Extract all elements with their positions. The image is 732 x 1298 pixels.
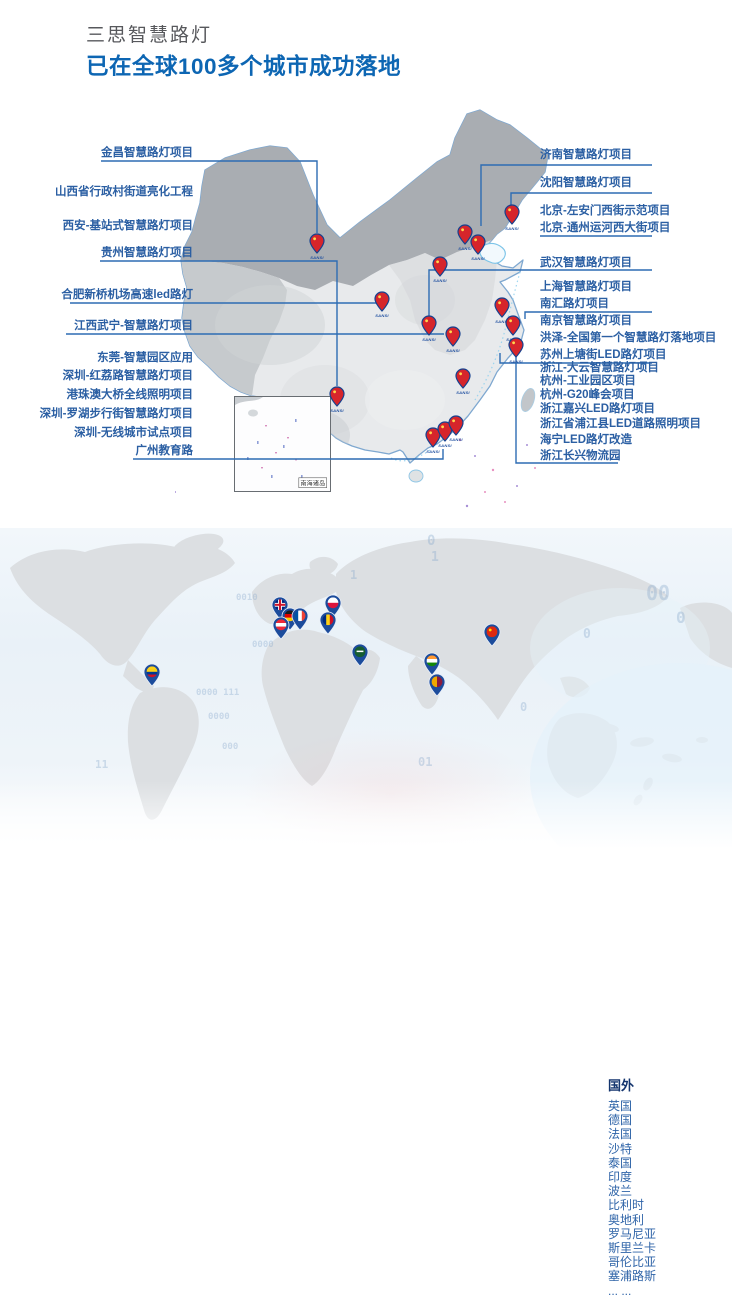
country-item: 哥伦比亚 bbox=[608, 1255, 657, 1270]
country-item: 英国 bbox=[608, 1099, 633, 1113]
project-label: 西安-基站式智慧路灯项目 bbox=[62, 220, 193, 232]
location-pin-icon: SANSI bbox=[504, 204, 520, 231]
france-flag-pin-icon bbox=[291, 607, 309, 631]
brand-title: 三思智慧路灯 bbox=[86, 25, 213, 46]
project-label: 杭州-G20峰会项目 bbox=[540, 389, 635, 401]
country-items: 英国 德国 法国 沙特 泰国 印度 波兰 比利时 奥地利 罗马尼亚 斯里兰卡 哥伦比亚 塞浦路斯... … bbox=[608, 1099, 656, 1298]
project-label: 武汉智慧路灯项目 bbox=[540, 257, 632, 269]
project-label: 深圳-无线城市试点项目 bbox=[74, 427, 193, 439]
pin-caption: SANSI bbox=[310, 255, 324, 260]
project-label: 深圳-红荔路智慧路灯项目 bbox=[62, 370, 193, 382]
project-label: 沈阳智慧路灯项目 bbox=[540, 177, 632, 189]
pin-caption: SANSI bbox=[449, 437, 463, 442]
pin-caption: SANSI bbox=[458, 246, 472, 251]
country-item: 印度 bbox=[608, 1170, 633, 1185]
location-pin-icon: SANSI bbox=[494, 297, 510, 324]
romania-flag-pin-icon bbox=[319, 611, 337, 635]
project-label: 合肥新桥机场高速led路灯 bbox=[61, 289, 193, 301]
project-label: 海宁LED路灯改造 bbox=[540, 434, 632, 446]
project-label: 浙江长兴物流园 bbox=[540, 450, 621, 462]
project-label: 港珠澳大桥全线照明项目 bbox=[66, 389, 194, 401]
pin-caption: SANSI bbox=[422, 337, 436, 342]
pin-caption: SANSI bbox=[438, 443, 452, 448]
country-item: 沙特 bbox=[608, 1141, 633, 1156]
project-label: 贵州智慧路灯项目 bbox=[101, 247, 193, 259]
pin-caption: SANSI bbox=[456, 390, 470, 395]
project-labels-right: 济南智慧路灯项目 沈阳智慧路灯项目北京-左安门西街示范项目 北京-通州运河西大街项目… bbox=[0, 0, 732, 530]
pin-caption: SANSI bbox=[446, 348, 460, 353]
page-title: 已在全球100多个城市成功落地 bbox=[86, 54, 402, 79]
china-map-section: 南海诸岛 SANSI SANSI SANSI SANSI SANSI SANSI SANSI… bbox=[0, 0, 732, 530]
china-flag-pin-icon bbox=[483, 623, 501, 647]
pin-caption: SANSI bbox=[375, 313, 389, 318]
location-pin-icon: SANSI bbox=[309, 233, 325, 260]
south-china-sea-inset: 南海诸岛 bbox=[234, 396, 331, 492]
project-label: 北京-左安门西街示范项目 bbox=[540, 205, 671, 217]
location-pin-icon: SANSI bbox=[508, 337, 524, 364]
project-label: 浙江嘉兴LED路灯项目 bbox=[540, 403, 655, 415]
location-pin-icon: SANSI bbox=[329, 386, 345, 413]
srilanka-flag-pin-icon bbox=[428, 673, 446, 697]
pin-caption: SANSI bbox=[509, 359, 523, 364]
project-label: 浙江省浦江县LED道路照明项目 bbox=[540, 418, 701, 430]
location-pin-icon: SANSI bbox=[455, 368, 471, 395]
country-item: 泰国 bbox=[608, 1155, 633, 1170]
country-item: 比利时 bbox=[608, 1198, 645, 1213]
location-pin-icon: SANSI bbox=[432, 256, 448, 283]
country-item: 罗马尼亚 bbox=[608, 1226, 657, 1241]
project-label: 广州教育路 bbox=[135, 445, 194, 457]
location-pin-icon: SANSI bbox=[445, 326, 461, 353]
project-label: 南京智慧路灯项目 bbox=[540, 315, 632, 327]
pin-caption: SANSI bbox=[495, 319, 509, 324]
project-label: 浙江-大云智慧路灯项目 bbox=[540, 362, 659, 374]
bohai-sea bbox=[479, 242, 506, 264]
india-flag-pin-icon bbox=[423, 652, 441, 676]
china-pins-layer: SANSI SANSI SANSI SANSI SANSI SANSI SANSI SANSI… bbox=[0, 0, 732, 530]
location-pin-icon: SANSI bbox=[374, 291, 390, 318]
country-item: 塞浦路斯 bbox=[608, 1269, 657, 1284]
saudi-flag-pin-icon bbox=[351, 643, 369, 667]
pin-caption: SANSI bbox=[426, 449, 440, 454]
austria-flag-pin-icon bbox=[272, 616, 290, 640]
location-pin-icon: SANSI bbox=[421, 315, 437, 342]
country-item: 法国 bbox=[608, 1127, 633, 1142]
country-item: 德国 bbox=[608, 1113, 633, 1128]
inset-label: 南海诸岛 bbox=[298, 477, 327, 488]
country-item: 波兰 bbox=[608, 1184, 633, 1199]
project-label: 杭州-工业园区项目 bbox=[540, 375, 636, 387]
location-pin-icon: SANSI bbox=[448, 415, 464, 442]
pin-caption: SANSI bbox=[433, 278, 447, 283]
project-label: 江西武宁-智慧路灯项目 bbox=[74, 320, 193, 332]
project-label: 东莞-智慧园区应用 bbox=[97, 352, 193, 364]
project-label: 上海智慧路灯项目 bbox=[540, 281, 632, 293]
country-list-title: 国外 bbox=[608, 1078, 635, 1093]
pin-caption: SANSI bbox=[471, 256, 485, 261]
country-item: 斯里兰卡 bbox=[608, 1241, 657, 1256]
country-list: 国外 英国 德国 法国 沙特 泰国 印度 波兰 比利时 奥地利 罗马尼亚 斯里兰卡 哥伦比亚 塞浦路斯.… bbox=[608, 1075, 656, 1298]
country-item: ... ... bbox=[608, 1283, 632, 1298]
location-pin-icon: SANSI bbox=[470, 234, 486, 261]
pin-caption: SANSI bbox=[330, 408, 344, 413]
world-map-section: 0 1 00 0 0010 0000 0000 111 0000 000 01 1 0 11 0 国外 英… bbox=[0, 528, 732, 1298]
project-labels-left: 金昌智慧路灯项目山西省行政村街道亮化工程西安-基站式智慧路灯项目贵州智慧路灯项目… bbox=[0, 0, 732, 530]
project-label: 洪泽-全国第一个智慧路灯落地项目 bbox=[540, 332, 717, 344]
hainan-island bbox=[408, 469, 424, 483]
country-item: 奥地利 bbox=[608, 1212, 645, 1227]
pin-caption: SANSI bbox=[505, 226, 519, 231]
colombia-flag-pin-icon bbox=[143, 663, 161, 687]
project-label: 济南智慧路灯项目 bbox=[540, 149, 632, 161]
project-label: 南汇路灯项目 bbox=[540, 298, 609, 310]
project-label: 北京-通州运河西大街项目 bbox=[540, 222, 671, 234]
project-label: 苏州上塘街LED路灯项目 bbox=[540, 349, 667, 361]
project-label: 深圳-罗湖步行街智慧路灯项目 bbox=[39, 408, 193, 420]
location-pin-icon: SANSI bbox=[457, 224, 473, 251]
project-label: 山西省行政村街道亮化工程 bbox=[55, 186, 193, 198]
project-label: 金昌智慧路灯项目 bbox=[101, 147, 193, 159]
world-pins-layer bbox=[0, 528, 732, 861]
